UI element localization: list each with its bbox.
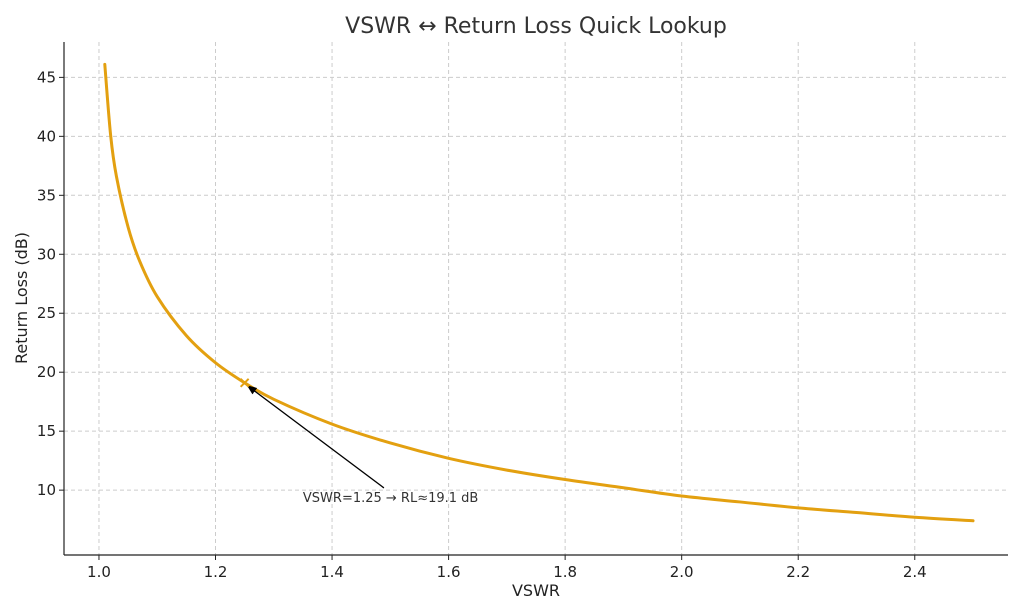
y-tick-label: 30 — [37, 245, 56, 263]
chart-title: VSWR ↔ Return Loss Quick Lookup — [345, 14, 727, 39]
x-tick-label: 1.2 — [204, 563, 228, 581]
y-tick-label: 40 — [37, 127, 56, 145]
y-tick-label: 35 — [37, 186, 56, 204]
y-tick-label: 10 — [37, 481, 56, 499]
annotation-arrow — [246, 385, 385, 489]
y-tick-label: 25 — [37, 304, 56, 322]
x-axis-label: VSWR — [512, 581, 560, 600]
y-tick-label: 15 — [37, 422, 56, 440]
annotation-layer: VSWR=1.25 → RL≈19.1 dB — [239, 378, 478, 506]
ticks-layer: 1.0 1.2 1.4 1.6 1.8 2.0 2.2 2.4 10 15 20 25 30 35 40 45 — [37, 68, 927, 581]
series-line — [103, 62, 975, 523]
x-tick-label: 2.0 — [670, 563, 694, 581]
grid-layer — [64, 42, 1008, 555]
annotation-marker — [239, 378, 250, 388]
x-tick-label: 2.2 — [786, 563, 810, 581]
series-layer — [103, 62, 975, 523]
x-tick-label: 1.4 — [320, 563, 344, 581]
y-axis-label: Return Loss (dB) — [12, 232, 31, 364]
x-tick-label: 1.0 — [87, 563, 111, 581]
x-tick-label: 2.4 — [903, 563, 927, 581]
y-tick-label: 45 — [37, 68, 56, 86]
axes-layer — [63, 42, 1008, 556]
y-tick-label: 20 — [37, 363, 56, 381]
annotation-text: VSWR=1.25 → RL≈19.1 dB — [303, 491, 478, 506]
x-tick-label: 1.6 — [437, 563, 461, 581]
x-tick-label: 1.8 — [553, 563, 577, 581]
